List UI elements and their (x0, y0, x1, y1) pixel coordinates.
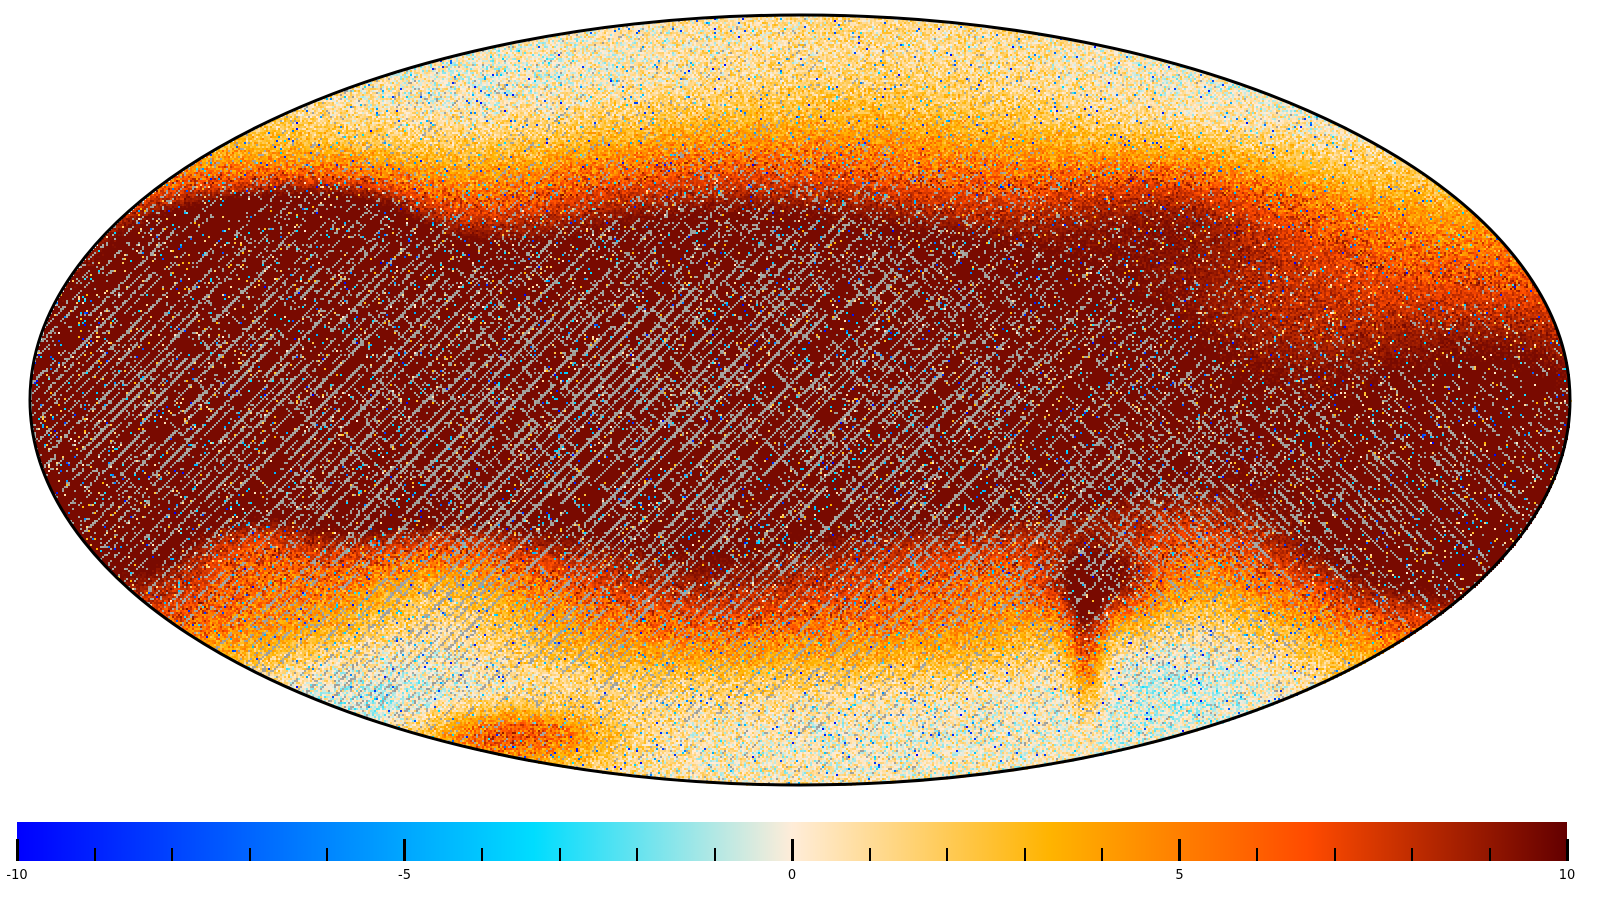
colorbar-minor-tick (868, 848, 871, 861)
colorbar-tick-label: 10 (1558, 868, 1576, 883)
colorbar-tick-label: -10 (6, 868, 28, 883)
colorbar-minor-tick (93, 848, 96, 861)
colorbar-minor-tick (558, 848, 561, 861)
colorbar-minor-tick (1411, 848, 1413, 861)
colorbar-major-tick (15, 839, 19, 861)
colorbar-minor-tick (171, 848, 173, 861)
colorbar-major-tick (1565, 839, 1569, 861)
colorbar-major-tick (1178, 839, 1181, 861)
colorbar-minor-tick (1488, 848, 1491, 861)
colorbar-minor-tick (946, 848, 948, 861)
colorbar-tick-label: 0 (787, 868, 797, 883)
colorbar-minor-tick (713, 848, 716, 861)
colorbar-minor-tick (1101, 848, 1103, 861)
colorbar-minor-tick (481, 848, 483, 861)
colorbar-tick-label: 5 (1175, 868, 1184, 883)
colorbar-minor-tick (1023, 848, 1026, 861)
colorbar-minor-tick (1256, 848, 1258, 861)
colorbar-minor-tick (248, 848, 251, 861)
colorbar-minor-tick (1333, 848, 1336, 861)
colorbar-minor-tick (636, 848, 638, 861)
colorbar-tick-label: -5 (398, 868, 411, 883)
colorbar-minor-tick (326, 848, 328, 861)
colorbar-major-tick (790, 839, 794, 861)
colorbar-major-tick (403, 839, 406, 861)
